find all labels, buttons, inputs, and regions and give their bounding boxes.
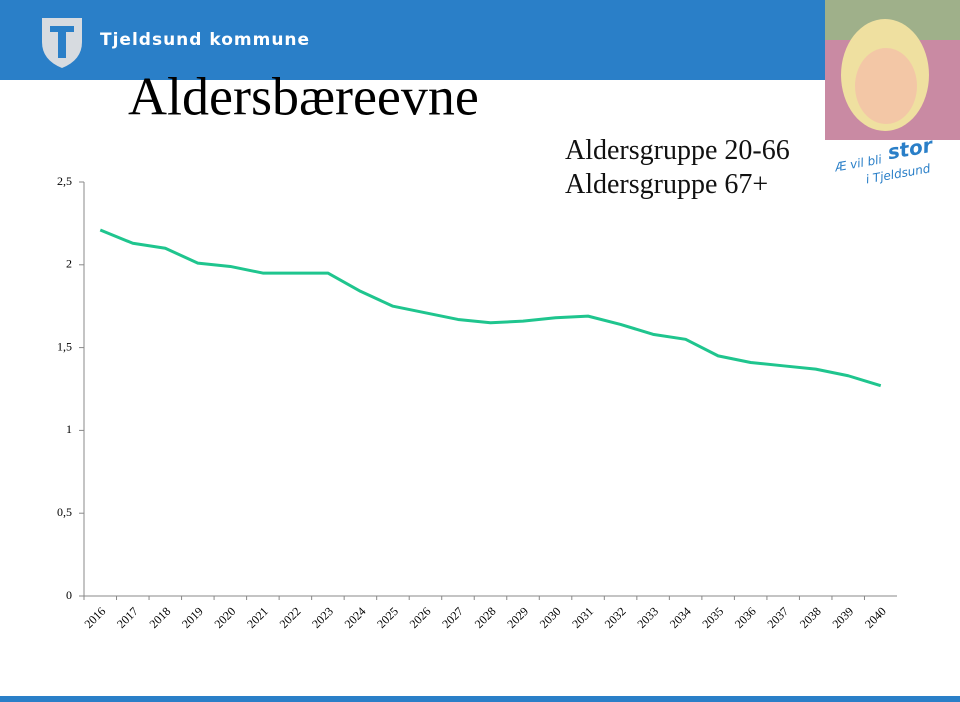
x-tick-label: 2040 [862,604,889,631]
x-tick-label: 2036 [732,604,759,631]
y-tick-label: 0 [66,588,72,602]
logo-mark [50,26,74,58]
x-tick-label: 2034 [667,604,694,631]
data-line [99,228,882,388]
annotation: Aldersgruppe 67+ [565,169,769,200]
x-tick-label: 2037 [764,604,791,631]
x-tick-label: 2018 [146,604,173,631]
chart-title: Aldersbæreevne [128,66,479,126]
y-tick-label: 0,5 [57,505,72,519]
x-tick-label: 2020 [212,604,239,631]
footer-bar [0,696,960,702]
x-tick-label: 2028 [472,604,499,631]
x-tick-label: 2024 [342,604,369,631]
annotations: Aldersgruppe 20-66 Aldersgruppe 67+ [565,134,800,202]
x-tick-label: 2039 [829,604,856,631]
organization: Tjeldsund kommune [100,30,310,50]
x-tick-label: 2017 [114,604,141,631]
x-tick-label: 2038 [797,604,824,631]
x-tick-label: 2031 [569,604,596,631]
x-tick-label: 2026 [407,604,434,631]
header-bar [0,0,960,80]
x-tick-label: 2021 [244,604,271,631]
x-tick-label: 2030 [537,604,564,631]
x-tick-label: 2025 [374,604,401,631]
x-tick-label: 2035 [699,604,726,631]
x-tick-label: 2019 [179,604,206,631]
x-tick-label: 2029 [504,604,531,631]
y-tick-label: 1,5 [57,339,72,353]
annotation: Aldersgruppe 20-66 [565,135,790,166]
photo-face [855,48,917,124]
x-tick-label: 2033 [634,604,661,631]
x-tick-label: 2032 [602,604,629,631]
y-tick-label: 1 [66,422,72,436]
x-tick-label: 2027 [439,604,466,631]
x-tick-label: 2022 [277,604,304,631]
x-tick-label: 2023 [309,604,336,631]
y-tick-label: 2,5 [57,174,72,188]
y-tick-label: 2 [66,257,72,271]
slogan-bg [825,140,960,190]
x-tick-label: 2016 [81,604,108,631]
